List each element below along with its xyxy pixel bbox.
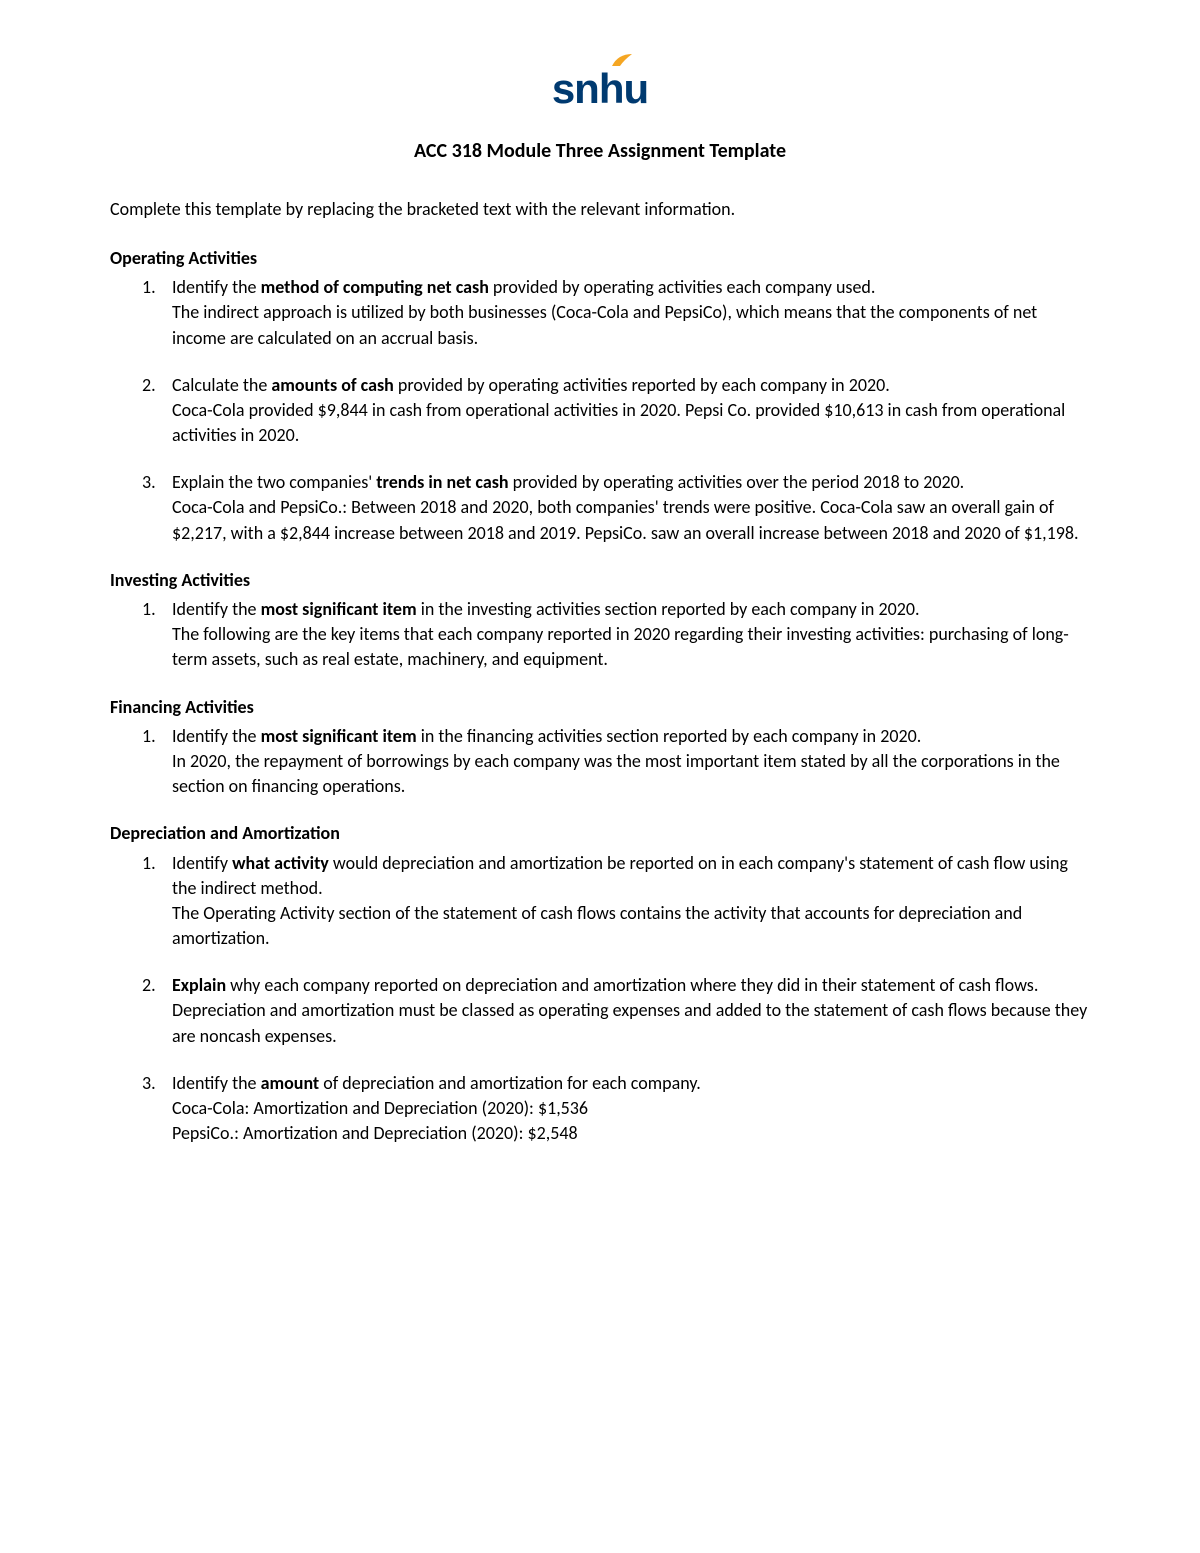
document-page: snhu ACC 318 Module Three Assignment Tem… [0, 0, 1200, 1553]
prompt-post: provided by operating activities each co… [489, 276, 876, 298]
list-item: Explain the two companies' trends in net… [172, 470, 1090, 546]
prompt-bold: amounts of cash [271, 374, 393, 396]
logo-text: snhu [552, 65, 648, 112]
item-answer: Depreciation and amortization must be cl… [172, 998, 1090, 1048]
list-item: Identify the most significant item in th… [172, 724, 1090, 800]
item-answer: The indirect approach is utilized by bot… [172, 300, 1090, 350]
section-list: Identify the method of computing net cas… [110, 275, 1090, 546]
item-answer: PepsiCo.: Amortization and Depreciation … [172, 1121, 1090, 1146]
prompt-post: provided by operating activities reporte… [394, 374, 890, 396]
prompt-bold: Explain [172, 974, 226, 996]
item-prompt: Explain the two companies' trends in net… [172, 470, 1090, 495]
section: Depreciation and Amortization Identify wh… [110, 821, 1090, 1146]
prompt-post: why each company reported on depreciatio… [226, 974, 1038, 996]
section-heading: Investing Activities [110, 568, 1090, 593]
prompt-pre: Identify the [172, 725, 261, 747]
item-answer: The following are the key items that eac… [172, 622, 1090, 672]
page-title: ACC 318 Module Three Assignment Template [110, 137, 1090, 165]
list-item: Identify the amount of depreciation and … [172, 1071, 1090, 1147]
prompt-pre: Identify the [172, 1072, 261, 1094]
section-list: Identify the most significant item in th… [110, 597, 1090, 673]
list-item: Calculate the amounts of cash provided b… [172, 373, 1090, 449]
section: Investing Activities Identify the most si… [110, 568, 1090, 673]
prompt-bold: most significant item [261, 725, 417, 747]
section-heading: Depreciation and Amortization [110, 821, 1090, 846]
logo-container: snhu [110, 60, 1090, 119]
item-prompt: Explain why each company reported on dep… [172, 973, 1090, 998]
intro-text: Complete this template by replacing the … [110, 197, 1090, 222]
prompt-pre: Calculate the [172, 374, 271, 396]
section-heading: Operating Activities [110, 246, 1090, 271]
section-list: Identify the most significant item in th… [110, 724, 1090, 800]
prompt-post: provided by operating activities over th… [509, 471, 965, 493]
prompt-pre: Identify the [172, 598, 261, 620]
snhu-logo: snhu [552, 60, 648, 119]
item-answer: The Operating Activity section of the st… [172, 901, 1090, 951]
section: Financing Activities Identify the most si… [110, 695, 1090, 800]
item-prompt: Calculate the amounts of cash provided b… [172, 373, 1090, 398]
item-answer: Coca-Cola provided $9,844 in cash from o… [172, 398, 1090, 448]
prompt-pre: Identify the [172, 276, 261, 298]
item-prompt: Identify what activity would depreciatio… [172, 851, 1090, 901]
prompt-post: in the financing activities section repo… [417, 725, 922, 747]
item-answer: In 2020, the repayment of borrowings by … [172, 749, 1090, 799]
prompt-bold: what activity [232, 852, 329, 874]
prompt-bold: amount [261, 1072, 320, 1094]
list-item: Identify the most significant item in th… [172, 597, 1090, 673]
item-answer: Coca-Cola: Amortization and Depreciation… [172, 1096, 1090, 1121]
list-item: Identify what activity would depreciatio… [172, 851, 1090, 952]
prompt-bold: trends in net cash [376, 471, 508, 493]
prompt-post: of depreciation and amortization for eac… [319, 1072, 701, 1094]
prompt-bold: method of computing net cash [261, 276, 489, 298]
section: Operating Activities Identify the method … [110, 246, 1090, 546]
section-list: Identify what activity would depreciatio… [110, 851, 1090, 1147]
prompt-bold: most significant item [261, 598, 417, 620]
prompt-pre: Explain the two companies' [172, 471, 376, 493]
list-item: Explain why each company reported on dep… [172, 973, 1090, 1049]
prompt-pre: Identify [172, 852, 232, 874]
item-prompt: Identify the most significant item in th… [172, 724, 1090, 749]
list-item: Identify the method of computing net cas… [172, 275, 1090, 351]
item-prompt: Identify the most significant item in th… [172, 597, 1090, 622]
prompt-post: in the investing activities section repo… [417, 598, 920, 620]
item-prompt: Identify the amount of depreciation and … [172, 1071, 1090, 1096]
sections-container: Operating Activities Identify the method … [110, 246, 1090, 1146]
item-prompt: Identify the method of computing net cas… [172, 275, 1090, 300]
item-answer: Coca-Cola and PepsiCo.: Between 2018 and… [172, 495, 1090, 545]
flame-icon [610, 52, 634, 68]
section-heading: Financing Activities [110, 695, 1090, 720]
